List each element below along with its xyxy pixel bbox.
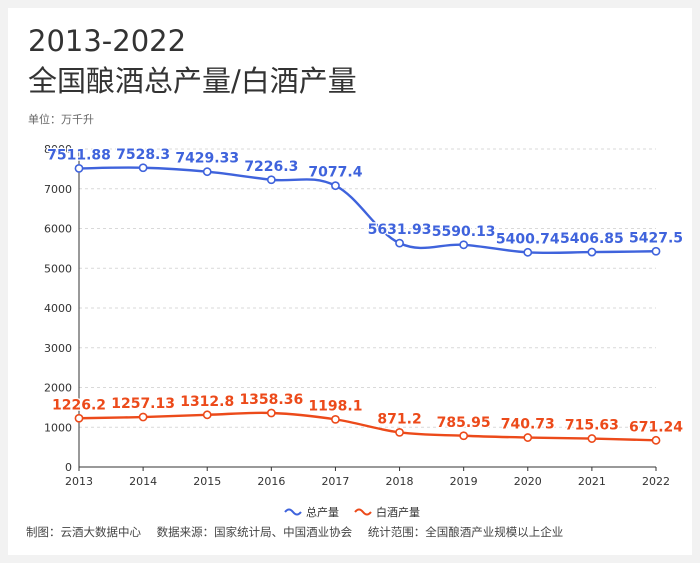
data-point-total [523, 247, 533, 257]
footer-credits: 制图：云酒大数据中心 数据来源：国家统计局、中国酒业协会 统计范围：全国酿酒产业… [26, 524, 575, 540]
data-label-baijiu: 1312.8 [180, 394, 234, 410]
data-label-total: 7429.33 [175, 151, 239, 167]
data-label-total: 7528.3 [116, 147, 170, 163]
data-label-total: 7226.3 [244, 159, 298, 175]
x-tick-label: 2018 [386, 475, 414, 488]
series-line-baijiu [78, 411, 657, 442]
data-point-baijiu [651, 435, 661, 445]
x-tick-label: 2019 [450, 475, 478, 488]
y-tick-label: 0 [65, 461, 72, 474]
x-tick-label: 2015 [193, 475, 221, 488]
data-point-total [74, 164, 84, 173]
data-label-total: 7511.88 [47, 147, 111, 163]
data-point-total [459, 240, 469, 250]
chart-card [8, 8, 692, 555]
data-point-total [202, 167, 212, 177]
data-label-baijiu: 740.73 [501, 417, 555, 433]
data-label-total: 5427.5 [629, 230, 683, 246]
data-point-baijiu [138, 412, 148, 422]
data-label-baijiu: 785.95 [437, 415, 491, 431]
x-tick-label: 2017 [321, 475, 349, 488]
data-label-baijiu: 1226.2 [52, 397, 106, 413]
legend-swatch-baijiu [354, 508, 372, 516]
data-point-total [138, 163, 148, 173]
legend-label-total: 总产量 [306, 505, 339, 519]
footer-scope: 统计范围：全国酿酒产业规模以上企业 [367, 525, 564, 539]
data-point-baijiu [331, 414, 340, 424]
data-point-baijiu [202, 410, 212, 420]
data-point-total [395, 238, 404, 248]
x-tick-label: 2014 [129, 475, 157, 488]
y-tick-label: 3000 [44, 342, 72, 355]
y-tick-label: 7000 [44, 183, 72, 196]
data-label-baijiu: 1257.13 [111, 396, 175, 412]
y-tick-label: 2000 [44, 382, 72, 395]
series-line-total [78, 166, 657, 255]
data-label-total: 5406.85 [560, 231, 624, 247]
data-label-total: 7077.4 [308, 165, 362, 181]
footer-maker: 制图：云酒大数据中心 [26, 525, 141, 539]
data-point-total [587, 247, 597, 257]
data-label-total: 5590.13 [432, 224, 496, 240]
data-point-total [651, 246, 661, 256]
data-point-baijiu [266, 408, 276, 418]
y-tick-label: 5000 [44, 262, 72, 275]
x-tick-label: 2021 [578, 475, 606, 488]
data-label-total: 5631.93 [368, 222, 432, 238]
data-label-baijiu: 715.63 [565, 418, 619, 434]
data-point-baijiu [459, 431, 469, 441]
data-point-total [331, 181, 340, 191]
y-tick-label: 1000 [44, 421, 72, 434]
data-point-baijiu [587, 434, 597, 443]
data-label-baijiu: 1358.36 [239, 392, 303, 408]
data-point-total [266, 175, 276, 185]
data-point-baijiu [74, 413, 84, 423]
unit-label: 单位：万千升 [28, 113, 94, 126]
y-tick-label: 6000 [44, 223, 72, 236]
x-tick-label: 2013 [65, 475, 93, 488]
legend-swatch-total [284, 508, 302, 516]
data-label-baijiu: 1198.1 [308, 398, 362, 414]
footer-source: 数据来源：国家统计局、中国酒业协会 [156, 525, 353, 539]
data-label-total: 5400.74 [496, 231, 560, 247]
x-tick-label: 2022 [642, 475, 670, 488]
data-point-baijiu [395, 427, 404, 437]
data-point-baijiu [523, 433, 533, 442]
x-tick-label: 2016 [257, 475, 285, 488]
chart-title-years: 2013-2022 [28, 24, 187, 58]
x-tick-label: 2020 [514, 475, 542, 488]
data-label-baijiu: 671.24 [629, 419, 683, 435]
chart-title-main: 全国酿酒总产量/白酒产量 [28, 64, 357, 98]
legend-label-baijiu: 白酒产量 [376, 505, 420, 519]
y-tick-label: 4000 [44, 302, 72, 315]
data-label-baijiu: 871.2 [377, 411, 421, 427]
y-tick-label: 8000 [44, 143, 72, 156]
